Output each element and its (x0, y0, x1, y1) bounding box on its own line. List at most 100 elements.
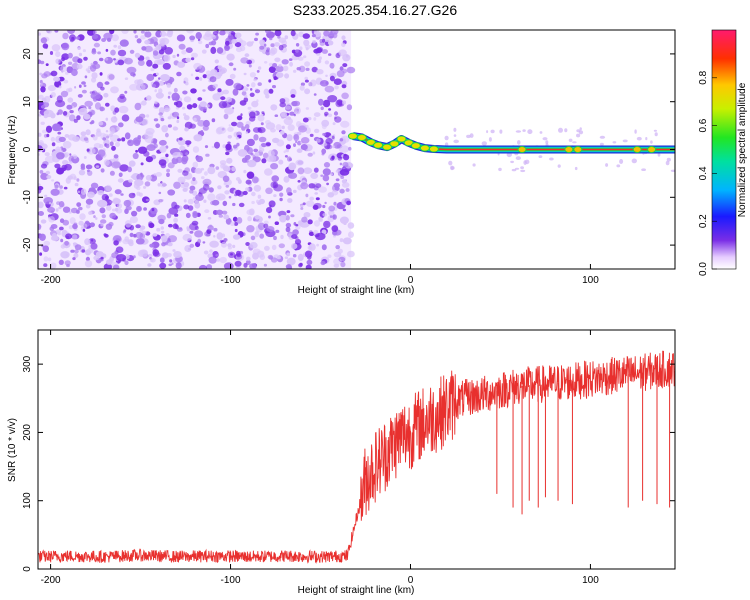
noise-blob (294, 111, 298, 115)
noise-blob (159, 145, 167, 153)
noise-blob (171, 111, 180, 118)
noise-blob (163, 105, 171, 112)
noise-blob (222, 175, 230, 183)
noise-blob (96, 81, 104, 89)
noise-blob (62, 206, 71, 213)
noise-blob (140, 30, 145, 34)
noise-blob (177, 152, 183, 157)
noise-blob (241, 91, 247, 96)
noise-blob (184, 127, 189, 132)
noise-blob (135, 149, 139, 153)
noise-blob (318, 98, 324, 106)
noise-blob (124, 236, 129, 242)
noise-blob (275, 229, 280, 233)
noise-blob (175, 262, 182, 269)
noise-blob (333, 141, 342, 149)
noise-blob (274, 221, 279, 225)
noise-blob (218, 214, 223, 218)
noise-blob (114, 189, 122, 195)
noise-blob (298, 263, 303, 268)
noise-blob (69, 110, 74, 114)
x-tick-label: 100 (582, 275, 599, 286)
noise-blob (97, 149, 106, 157)
noise-blob (297, 56, 304, 61)
noise-blob (223, 262, 234, 269)
noise-blob (95, 217, 98, 220)
noise-blob (243, 262, 248, 268)
noise-blob (80, 188, 87, 195)
noise-blob (286, 187, 292, 195)
noise-blob (105, 184, 112, 192)
noise-blob (105, 102, 110, 107)
noise-blob (56, 152, 65, 160)
noise-blob (275, 72, 284, 78)
noise-blob (168, 91, 172, 95)
x-tick-label: -200 (41, 575, 61, 586)
noise-blob (106, 73, 115, 81)
noise-blob (51, 142, 56, 147)
noise-blob (149, 257, 154, 263)
noise-blob (136, 79, 144, 87)
noise-blob (128, 192, 136, 199)
noise-blob (145, 156, 153, 163)
noise-blob (321, 49, 328, 54)
ridge-peak-blob (573, 146, 583, 153)
sparse-noise-blob (654, 132, 658, 137)
noise-blob (295, 159, 304, 166)
noise-blob (176, 119, 180, 124)
noise-blob (231, 38, 238, 44)
noise-blob (129, 49, 135, 54)
noise-blob (281, 59, 289, 65)
noise-blob (93, 215, 96, 219)
noise-blob (146, 95, 152, 101)
noise-blob (145, 56, 150, 61)
noise-blob (318, 186, 327, 193)
noise-blob (38, 32, 41, 36)
noise-blob (259, 233, 265, 239)
noise-blob (235, 136, 239, 140)
noise-blob (254, 152, 260, 157)
noise-blob (213, 235, 216, 238)
noise-blob (332, 32, 338, 39)
noise-blob (333, 234, 336, 238)
noise-blob (128, 160, 136, 167)
noise-blob (44, 194, 48, 198)
noise-blob (74, 244, 82, 251)
noise-blob (295, 49, 299, 53)
noise-blob (247, 216, 252, 222)
noise-blob (197, 120, 206, 127)
noise-blob (97, 190, 105, 196)
noise-blob (90, 92, 101, 100)
ridge-peak-blob (410, 142, 421, 150)
sparse-noise-blob (466, 134, 471, 139)
noise-blob (72, 257, 76, 261)
noise-blob (110, 49, 116, 56)
noise-blob (185, 47, 193, 53)
noise-blob (203, 171, 208, 176)
noise-blob (313, 202, 322, 209)
noise-blob (111, 161, 121, 169)
noise-blob (168, 263, 172, 267)
noise-blob (81, 81, 86, 85)
noise-blob (300, 207, 304, 210)
noise-blob (78, 107, 88, 116)
noise-blob (150, 67, 155, 72)
noise-blob (287, 124, 295, 131)
noise-blob (177, 61, 186, 68)
noise-blob (57, 232, 61, 236)
noise-blob (313, 220, 321, 227)
noise-blob (63, 186, 68, 190)
noise-blob (177, 168, 183, 173)
noise-blob (87, 191, 95, 198)
noise-blob (201, 49, 207, 54)
noise-blob (160, 74, 170, 82)
noise-blob (215, 254, 219, 257)
noise-blob (64, 71, 69, 75)
noise-blob (119, 39, 129, 47)
noise-blob (331, 135, 335, 140)
noise-blob (236, 253, 242, 258)
noise-blob (54, 184, 59, 189)
noise-blob (346, 66, 356, 74)
noise-blob (55, 51, 61, 58)
noise-blob (189, 243, 195, 248)
